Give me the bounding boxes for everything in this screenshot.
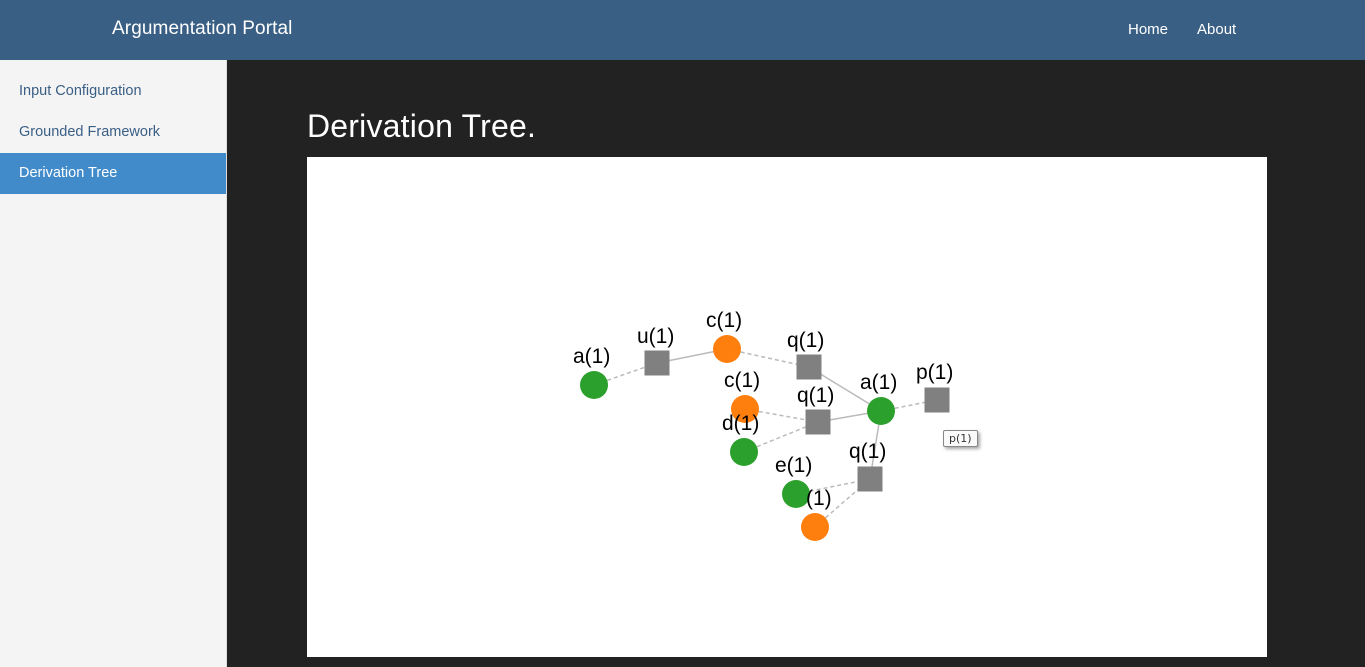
node-label: (1) [806, 487, 832, 510]
sidebar: Input Configuration Grounded Framework D… [0, 60, 227, 667]
top-navbar: Argumentation Portal Home About [0, 0, 1365, 60]
sidebar-item-input-configuration[interactable]: Input Configuration [19, 83, 142, 99]
node-label: e(1) [775, 454, 812, 477]
brand-title[interactable]: Argumentation Portal [112, 18, 293, 39]
node-circle[interactable] [731, 395, 759, 423]
graph-node-q1c[interactable]: q(1) [849, 440, 886, 492]
node-label: a(1) [573, 345, 610, 368]
graph-node-c1[interactable]: c(1) [706, 309, 742, 363]
graph-node-e1[interactable]: e(1) [775, 454, 812, 508]
derivation-tree-graph[interactable]: a(1) u(1) c(1) q(1) c(1) q(1) d(1) a(1) p(1) q(1)… [307, 157, 1267, 657]
node-circle[interactable] [730, 438, 758, 466]
node-label: a(1) [860, 371, 897, 394]
page-title: Derivation Tree. [307, 108, 537, 144]
node-circle[interactable] [782, 480, 810, 508]
graph-edge [795, 478, 871, 495]
graph-node-d1[interactable]: d(1) [722, 412, 759, 466]
sidebar-item-grounded-framework[interactable]: Grounded Framework [19, 124, 161, 140]
sidebar-item-derivation-tree[interactable]: Derivation Tree [0, 153, 226, 194]
node-square[interactable] [805, 409, 831, 435]
node-circle[interactable] [801, 513, 829, 541]
graph-node-a2[interactable]: a(1) [860, 371, 897, 425]
node-circle[interactable] [713, 335, 741, 363]
node-label: c(1) [706, 309, 742, 332]
node-label: c(1) [724, 369, 760, 392]
nav-home-link[interactable]: Home [1128, 21, 1169, 38]
node-label: p(1) [916, 361, 953, 384]
node-square[interactable] [857, 466, 883, 492]
node-tooltip: p(1) [943, 430, 978, 447]
node-square[interactable] [644, 350, 670, 376]
node-label: q(1) [797, 384, 834, 407]
graph-edge [814, 478, 871, 528]
node-label: u(1) [637, 325, 674, 348]
graph-node-c2[interactable]: c(1) [724, 369, 760, 423]
graph-node-p1[interactable]: p(1) [916, 361, 953, 413]
graph-node-u1[interactable]: u(1) [637, 325, 674, 376]
node-square[interactable] [796, 354, 822, 380]
node-label: q(1) [787, 329, 824, 352]
node-square[interactable] [924, 387, 950, 413]
graph-node-q1b[interactable]: q(1) [797, 384, 834, 435]
nav-about-link[interactable]: About [1197, 21, 1237, 38]
graph-canvas[interactable]: a(1) u(1) c(1) q(1) c(1) q(1) d(1) a(1) p(1) q(1)… [307, 157, 1267, 657]
graph-node-x1[interactable]: (1) [801, 487, 832, 541]
node-circle[interactable] [580, 371, 608, 399]
graph-node-a1[interactable]: a(1) [573, 345, 610, 399]
node-label: d(1) [722, 412, 759, 435]
graph-edge [744, 408, 819, 423]
graph-node-q1a[interactable]: q(1) [787, 329, 824, 380]
node-label: q(1) [849, 440, 886, 463]
node-circle[interactable] [867, 397, 895, 425]
